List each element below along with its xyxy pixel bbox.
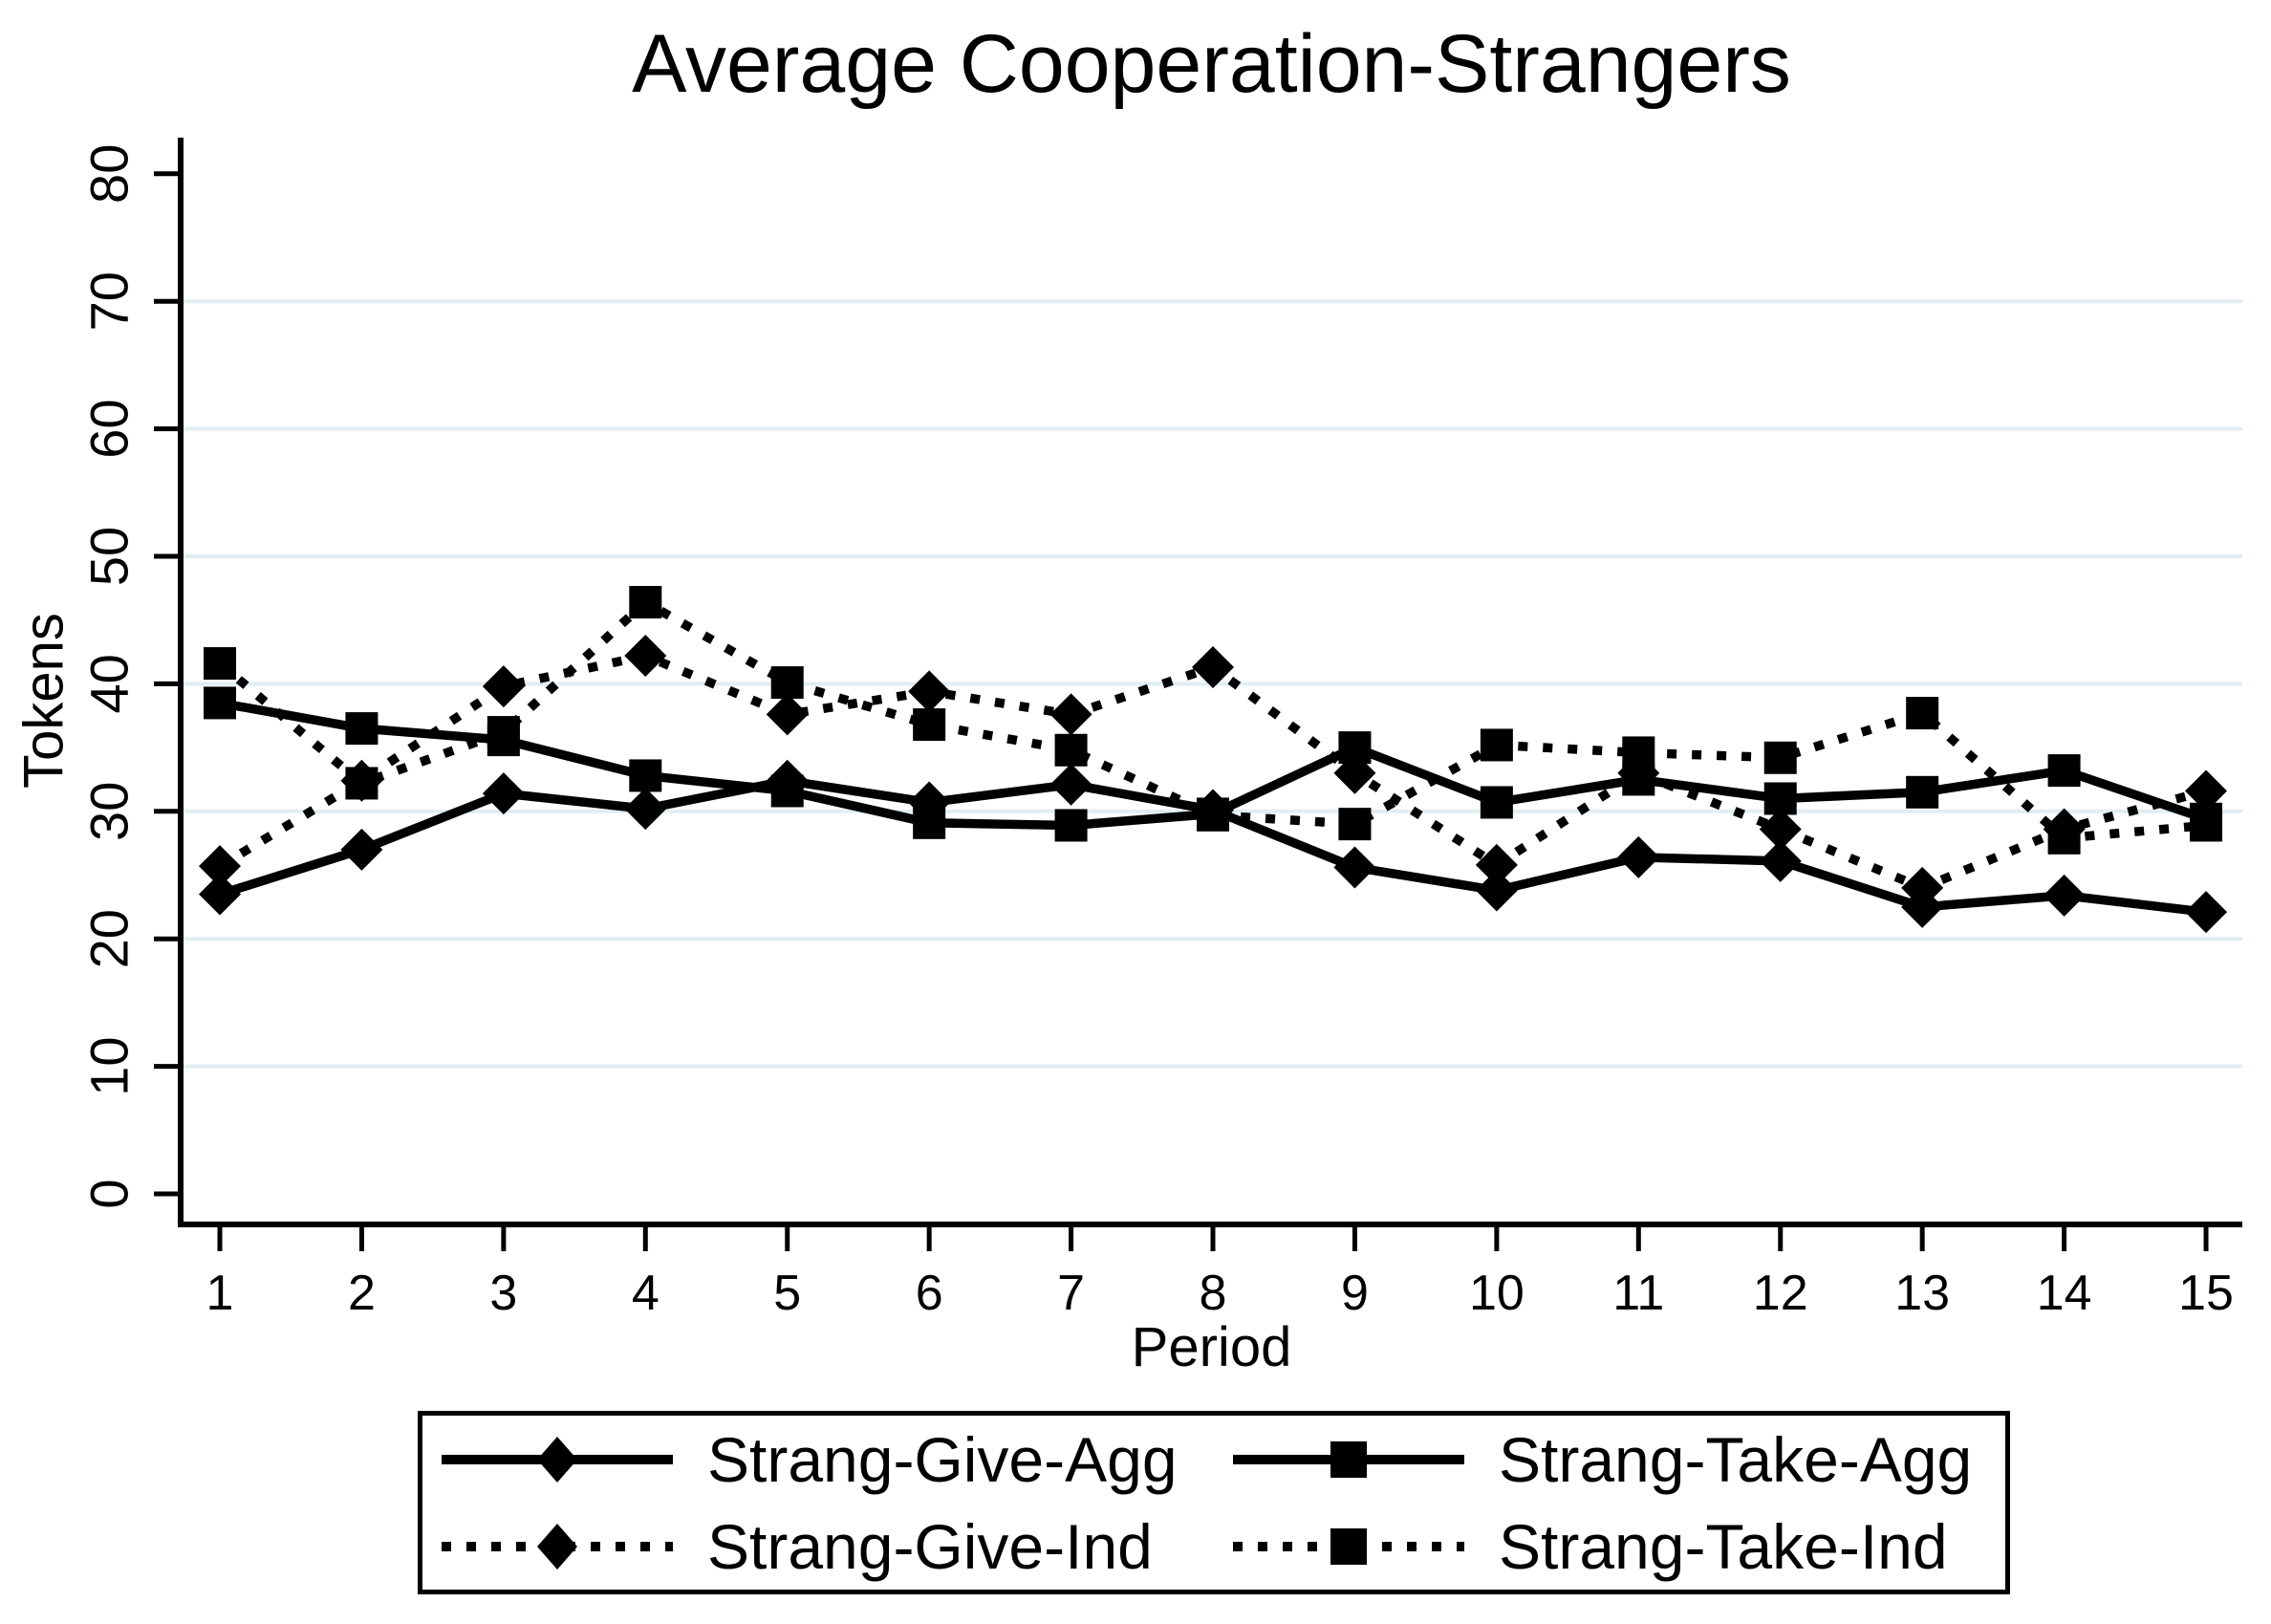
x-axis-tick-label: 3: [489, 1266, 517, 1321]
x-axis-tick-label: 11: [1612, 1266, 1664, 1321]
marker-square: [1763, 741, 1797, 774]
x-axis-tick-label: 7: [1057, 1266, 1085, 1321]
y-axis-tick-label: 10: [79, 1036, 140, 1095]
marker-square: [2047, 821, 2081, 855]
x-axis-tick-label: 10: [1469, 1266, 1525, 1321]
marker-square: [1054, 733, 1088, 767]
legend-key-dotted-diamond: [442, 1523, 673, 1570]
series-strang-take-ind: [204, 586, 2223, 855]
marker-diamond: [1049, 693, 1092, 736]
marker-square: [1480, 728, 1513, 762]
marker-diamond: [1333, 846, 1376, 889]
x-axis-tick-label: 12: [1753, 1266, 1808, 1321]
marker-square: [1906, 775, 1939, 809]
legend-key-solid-diamond: [442, 1436, 673, 1483]
marker-diamond: [908, 670, 951, 713]
legend-key-dotted-square: [1233, 1527, 1464, 1565]
y-axis-tick-label: 50: [79, 527, 140, 586]
marker-square: [345, 712, 378, 746]
marker-diamond: [340, 828, 383, 871]
marker-square: [487, 716, 520, 749]
y-axis-tick-label: 60: [79, 399, 140, 458]
marker-diamond: [482, 772, 525, 815]
legend-marker-square: [1330, 1527, 1367, 1565]
legend-item-strang-take-agg: Strang-Take-Agg: [1214, 1419, 2005, 1500]
marker-square: [204, 647, 236, 681]
x-axis-tick-label: 2: [348, 1266, 376, 1321]
marker-square: [1906, 697, 1939, 730]
marker-square: [204, 686, 236, 720]
legend-marker-diamond: [537, 1436, 577, 1483]
legend-label: Strang-Give-Ind: [707, 1510, 1153, 1582]
legend-label: Strang-Take-Agg: [1499, 1423, 1973, 1495]
series-strang-give-ind: [199, 635, 2228, 909]
y-axis-title: Tokens: [12, 613, 76, 789]
x-axis-tick-label: 4: [632, 1266, 660, 1321]
marker-square: [1054, 809, 1088, 842]
legend-item-strang-take-ind: Strang-Take-Ind: [1214, 1506, 2005, 1587]
chart-title: Average Cooperation-Strangers: [632, 18, 1791, 110]
x-axis-tick-label: 13: [1894, 1266, 1950, 1321]
x-axis-tick-label: 9: [1341, 1266, 1369, 1321]
marker-diamond: [2185, 769, 2228, 812]
marker-square: [770, 774, 804, 808]
x-axis-tick-label: 5: [773, 1266, 801, 1321]
marker-diamond: [1475, 843, 1518, 886]
x-axis-tick-label: 6: [916, 1266, 943, 1321]
marker-diamond: [1333, 751, 1376, 794]
legend-label: Strang-Take-Ind: [1499, 1510, 1948, 1582]
marker-diamond: [1049, 763, 1092, 806]
marker-square: [629, 759, 662, 792]
marker-diamond: [1617, 835, 1660, 878]
y-axis-tick-label: 0: [79, 1179, 140, 1208]
marker-diamond: [766, 693, 809, 736]
y-axis-tick-label: 20: [79, 909, 140, 968]
marker-diamond: [1192, 646, 1235, 689]
marker-diamond: [624, 635, 667, 678]
marker-square: [913, 708, 946, 742]
marker-square: [1622, 736, 1655, 769]
marker-diamond: [1901, 866, 1944, 909]
marker-diamond: [1759, 808, 1802, 851]
x-axis-tick-label: 14: [2037, 1266, 2092, 1321]
marker-square: [2190, 809, 2223, 842]
marker-square: [629, 586, 662, 619]
marker-square: [1480, 786, 1513, 819]
legend-item-strang-give-agg: Strang-Give-Agg: [422, 1419, 1214, 1500]
marker-diamond: [1759, 839, 1802, 882]
marker-diamond: [199, 845, 241, 888]
legend-label: Strang-Give-Agg: [707, 1423, 1178, 1495]
marker-square: [1197, 798, 1230, 832]
x-axis-tick-label: 8: [1200, 1266, 1227, 1321]
marker-diamond: [624, 788, 667, 831]
marker-diamond: [482, 665, 525, 708]
y-axis-tick-label: 40: [79, 654, 140, 713]
legend-item-strang-give-ind: Strang-Give-Ind: [422, 1506, 1214, 1587]
marker-square: [1338, 808, 1372, 841]
marker-square: [913, 806, 946, 839]
marker-diamond: [2043, 874, 2086, 917]
series-line-dotted: [216, 597, 2207, 843]
y-axis-tick-label: 80: [79, 144, 140, 204]
x-axis-tick-label: 15: [2178, 1266, 2234, 1321]
y-axis-tick-label: 70: [79, 271, 140, 331]
x-axis-title: Period: [1131, 1316, 1292, 1378]
marker-square: [770, 666, 804, 700]
marker-diamond: [1475, 869, 1518, 912]
legend-key-solid-square: [1233, 1440, 1464, 1478]
marker-square: [2047, 754, 2081, 788]
y-axis-tick-label: 30: [79, 782, 140, 841]
marker-square: [345, 767, 378, 800]
legend-marker-square: [1330, 1440, 1367, 1478]
marker-diamond: [2185, 891, 2228, 934]
marker-diamond: [199, 873, 241, 916]
legend-box: Strang-Give-Agg Strang-Take-Agg Strang-G…: [418, 1411, 2010, 1594]
legend-marker-diamond: [537, 1523, 577, 1570]
x-axis-tick-label: 1: [206, 1266, 234, 1321]
